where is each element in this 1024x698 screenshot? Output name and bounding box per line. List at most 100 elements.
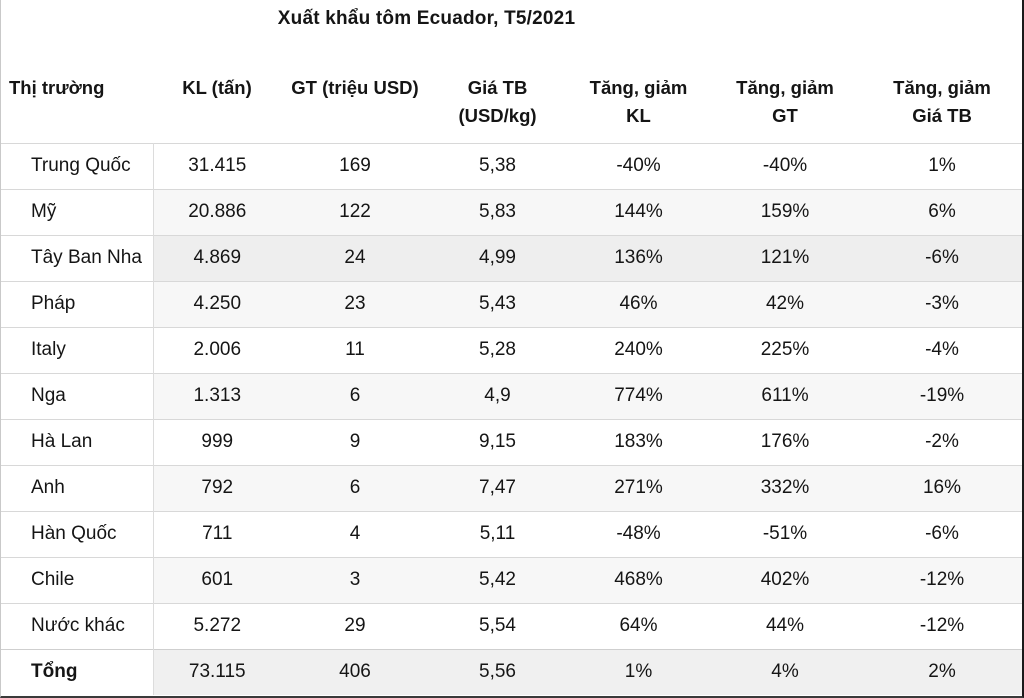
header-cell-1: KL (tấn) (153, 64, 281, 143)
value-cell: 1.313 (153, 372, 281, 419)
header-line: Tăng, giảm (589, 77, 688, 98)
market-cell: Pháp (1, 280, 154, 327)
value-cell: 5,42 (429, 556, 566, 603)
value-cell: 169 (281, 142, 429, 189)
value-cell: -12% (859, 602, 1022, 649)
value-cell: -2% (859, 418, 1022, 465)
export-data-table: Thị trường KL (tấn) GT (triệu USD) Giá TB (U… (1, 64, 1022, 695)
value-cell: 4% (711, 648, 859, 695)
value-cell: 6 (281, 464, 429, 511)
table-row: Nga 1.313 6 4,9 774% 611% -19% (1, 372, 1022, 419)
market-cell: Mỹ (1, 188, 154, 235)
value-cell: 271% (566, 464, 711, 511)
header-line: GT (triệu USD) (291, 77, 419, 98)
value-cell: 225% (711, 326, 859, 373)
value-cell: 44% (711, 602, 859, 649)
value-cell: 774% (566, 372, 711, 419)
value-cell: -40% (566, 142, 711, 189)
value-cell: 5,83 (429, 188, 566, 235)
value-cell: 24 (281, 234, 429, 281)
table-row: Hà Lan 999 9 9,15 183% 176% -2% (1, 418, 1022, 465)
value-cell: 5,38 (429, 142, 566, 189)
value-cell: 7,47 (429, 464, 566, 511)
value-cell: 1% (859, 142, 1022, 189)
value-cell: 122 (281, 188, 429, 235)
market-cell: Hàn Quốc (1, 510, 154, 557)
header-cell-0: Thị trường (1, 64, 153, 143)
value-cell: 9,15 (429, 418, 566, 465)
value-cell: 136% (566, 234, 711, 281)
market-cell: Italy (1, 326, 154, 373)
table-row: Pháp 4.250 23 5,43 46% 42% -3% (1, 280, 1022, 327)
value-cell: -6% (859, 234, 1022, 281)
market-cell: Anh (1, 464, 154, 511)
value-cell: -19% (859, 372, 1022, 419)
value-cell: 42% (711, 280, 859, 327)
value-cell: 5,54 (429, 602, 566, 649)
table-row: Hàn Quốc 711 4 5,11 -48% -51% -6% (1, 510, 1022, 557)
value-cell: 4,9 (429, 372, 566, 419)
market-cell: Hà Lan (1, 418, 154, 465)
header-line: (USD/kg) (458, 105, 537, 126)
value-cell: 468% (566, 556, 711, 603)
value-cell: 4.869 (153, 234, 281, 281)
value-cell: 5,28 (429, 326, 566, 373)
market-cell: Nga (1, 372, 154, 419)
value-cell: 5,56 (429, 648, 566, 695)
value-cell: 2% (859, 648, 1022, 695)
value-cell: 4,99 (429, 234, 566, 281)
header-line: GT (772, 105, 798, 126)
value-cell: 31.415 (153, 142, 281, 189)
value-cell: 3 (281, 556, 429, 603)
market-cell: Tây Ban Nha (1, 234, 154, 281)
value-cell: -48% (566, 510, 711, 557)
header-line: KL (626, 105, 651, 126)
value-cell: -40% (711, 142, 859, 189)
table-body: Trung Quốc 31.415 169 5,38 -40% -40% 1% Mỹ 20.88… (1, 142, 1022, 695)
value-cell: 406 (281, 648, 429, 695)
value-cell: 73.115 (153, 648, 281, 695)
value-cell: -12% (859, 556, 1022, 603)
header-cell-2: GT (triệu USD) (281, 64, 429, 143)
value-cell: 6% (859, 188, 1022, 235)
value-cell: 2.006 (153, 326, 281, 373)
market-cell: Chile (1, 556, 154, 603)
value-cell: 4.250 (153, 280, 281, 327)
header-cell-4: Tăng, giảm KL (566, 64, 711, 143)
header-line: Giá TB (912, 105, 972, 126)
header-line: KL (tấn) (182, 77, 252, 98)
value-cell: 20.886 (153, 188, 281, 235)
page-title: Xuất khẩu tôm Ecuador, T5/2021 (277, 8, 576, 29)
value-cell: 144% (566, 188, 711, 235)
value-cell: 23 (281, 280, 429, 327)
table-row: Nước khác 5.272 29 5,54 64% 44% -12% (1, 602, 1022, 649)
table-header: Thị trường KL (tấn) GT (triệu USD) Giá TB (U… (1, 64, 1022, 143)
value-cell: 5.272 (153, 602, 281, 649)
value-cell: 5,43 (429, 280, 566, 327)
value-cell: 64% (566, 602, 711, 649)
value-cell: 16% (859, 464, 1022, 511)
value-cell: 601 (153, 556, 281, 603)
market-cell: Tổng (1, 648, 154, 695)
value-cell: 11 (281, 326, 429, 373)
value-cell: 1% (566, 648, 711, 695)
market-cell: Trung Quốc (1, 142, 154, 189)
value-cell: 9 (281, 418, 429, 465)
value-cell: 4 (281, 510, 429, 557)
header-line: Thị trường (9, 77, 105, 98)
value-cell: -3% (859, 280, 1022, 327)
market-cell: Nước khác (1, 602, 154, 649)
value-cell: 183% (566, 418, 711, 465)
value-cell: 6 (281, 372, 429, 419)
value-cell: 29 (281, 602, 429, 649)
table-row: Italy 2.006 11 5,28 240% 225% -4% (1, 326, 1022, 373)
header-line: Tăng, giảm (736, 77, 834, 98)
value-cell: -6% (859, 510, 1022, 557)
table-row: Trung Quốc 31.415 169 5,38 -40% -40% 1% (1, 142, 1022, 189)
header-cell-5: Tăng, giảm GT (711, 64, 859, 143)
value-cell: 121% (711, 234, 859, 281)
table-row: Anh 792 6 7,47 271% 332% 16% (1, 464, 1022, 511)
total-row: Tổng 73.115 406 5,56 1% 4% 2% (1, 648, 1022, 695)
header-cell-3: Giá TB (USD/kg) (429, 64, 566, 143)
